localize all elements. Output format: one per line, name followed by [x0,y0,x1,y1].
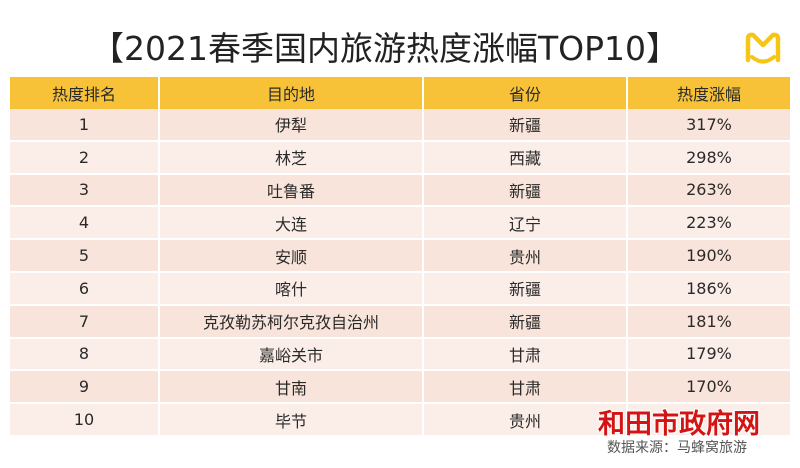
province-cell: 西藏 [423,140,628,175]
destination-cell: 甘南 [159,370,424,405]
ranking-table: 热度排名 目的地 省份 热度涨幅 1 伊犁 新疆 317% 2 林芝 西藏 29… [10,77,790,437]
province-cell: 贵州 [423,239,628,273]
destination-cell: 大连 [159,206,424,241]
province-cell: 新疆 [423,271,628,306]
rank-cell: 4 [10,206,160,241]
table-row: 6 喀什 新疆 186% [10,271,790,306]
rank-cell: 9 [10,370,160,405]
destination-cell: 吐鲁番 [159,173,424,208]
province-cell: 甘肃 [423,370,628,405]
growth-cell: 170% [627,370,790,405]
rank-cell: 2 [10,140,160,175]
growth-cell: 181% [627,304,790,339]
header-growth: 热度涨幅 [627,77,790,109]
growth-cell: 186% [627,271,790,306]
province-cell: 新疆 [423,304,628,339]
table-row: 10 毕节 贵州 [10,403,790,437]
growth-cell: 190% [627,239,790,273]
rank-cell: 7 [10,304,160,339]
growth-cell: 298% [627,140,790,175]
growth-cell [627,403,790,437]
destination-cell: 嘉峪关市 [159,337,424,372]
growth-cell: 179% [627,337,790,372]
table-row: 3 吐鲁番 新疆 263% [10,173,790,208]
table-row: 9 甘南 甘肃 170% [10,370,790,405]
page-title: 【2021春季国内旅游热度涨幅TOP10】 [90,29,679,68]
table-row: 4 大连 辽宁 223% [10,206,790,241]
destination-cell: 林芝 [159,140,424,175]
table-row: 7 克孜勒苏柯尔克孜自治州 新疆 181% [10,304,790,339]
mafengwo-logo [745,32,781,64]
growth-cell: 263% [627,173,790,208]
destination-cell: 克孜勒苏柯尔克孜自治州 [159,304,424,339]
destination-cell: 毕节 [159,403,424,437]
rank-cell: 8 [10,337,160,372]
data-source-note: 数据来源：马蜂窝旅游 [607,440,747,456]
growth-cell: 223% [627,206,790,241]
province-cell: 辽宁 [423,206,628,241]
header-province: 省份 [423,77,628,109]
province-cell: 新疆 [423,173,628,208]
destination-cell: 安顺 [159,239,424,273]
header-rank: 热度排名 [10,77,160,109]
destination-cell: 喀什 [159,271,424,306]
province-cell: 甘肃 [423,337,628,372]
table-row: 8 嘉峪关市 甘肃 179% [10,337,790,372]
header-destination: 目的地 [159,77,424,109]
rank-cell: 3 [10,173,160,208]
rank-cell: 10 [10,403,160,437]
destination-cell: 伊犁 [159,109,424,142]
table-row: 1 伊犁 新疆 317% [10,109,790,142]
rank-cell: 1 [10,109,160,142]
table-row: 2 林芝 西藏 298% [10,140,790,175]
watermark: 和田市政府网 [598,409,760,440]
growth-cell: 317% [627,109,790,142]
table-header-row: 热度排名 目的地 省份 热度涨幅 [10,77,790,109]
province-cell: 贵州 [423,403,628,437]
rank-cell: 5 [10,239,160,273]
table-row: 5 安顺 贵州 190% [10,239,790,273]
province-cell: 新疆 [423,109,628,142]
rank-cell: 6 [10,271,160,306]
